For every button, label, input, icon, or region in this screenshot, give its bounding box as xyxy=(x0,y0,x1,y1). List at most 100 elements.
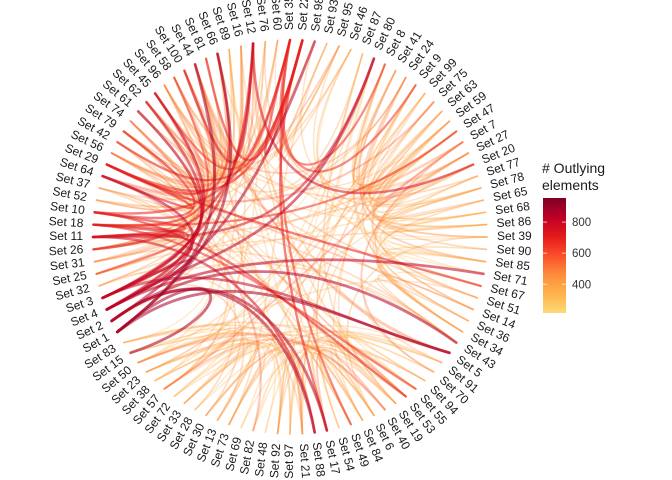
edge xyxy=(300,120,451,435)
set-label: Set 17 xyxy=(323,439,343,476)
edge xyxy=(163,84,451,190)
set-label: Set 39 xyxy=(497,229,532,243)
edge xyxy=(359,76,487,263)
set-label: Set 10 xyxy=(49,199,85,217)
edge xyxy=(163,76,407,175)
edge xyxy=(372,152,470,333)
edge xyxy=(301,336,443,435)
edge xyxy=(173,343,266,429)
set-label: Set 71 xyxy=(492,268,529,288)
edge xyxy=(194,63,246,417)
edge xyxy=(378,175,487,228)
edge xyxy=(154,329,451,382)
edge xyxy=(163,45,246,390)
edge xyxy=(129,279,479,354)
edge xyxy=(137,48,237,364)
edge xyxy=(377,274,474,344)
edge xyxy=(379,187,482,299)
colorbar xyxy=(543,198,566,313)
edge xyxy=(368,84,488,238)
set-label: Set 97 xyxy=(282,444,296,479)
edge xyxy=(105,39,304,193)
edge xyxy=(279,38,387,166)
set-label: Set 22 xyxy=(295,0,311,31)
edge xyxy=(352,63,474,311)
edge xyxy=(115,289,451,355)
edge xyxy=(300,40,470,192)
edge xyxy=(370,120,474,207)
edge xyxy=(110,287,329,432)
legend-title-line1: # Outlying xyxy=(542,160,606,176)
edge xyxy=(311,352,364,432)
edge xyxy=(122,323,231,382)
edge xyxy=(95,76,407,208)
edge xyxy=(368,110,474,201)
colorbar-tick-label: 400 xyxy=(572,279,591,291)
colorbar-tick-label: 800 xyxy=(572,217,591,229)
edge xyxy=(145,339,282,435)
edge xyxy=(264,40,470,191)
edge xyxy=(101,101,435,203)
set-label: Set 21 xyxy=(297,443,313,479)
edge xyxy=(145,337,249,411)
edge xyxy=(315,48,482,208)
edge xyxy=(369,92,474,204)
edge xyxy=(382,211,488,238)
edge xyxy=(216,53,487,220)
edge xyxy=(367,84,482,206)
edge xyxy=(115,287,212,355)
edge xyxy=(163,338,386,411)
set-label: Set 48 xyxy=(252,441,270,477)
edge xyxy=(374,152,470,333)
edge xyxy=(374,278,470,344)
edge xyxy=(289,351,375,435)
set-label: Set 60 xyxy=(269,0,285,31)
edge xyxy=(98,141,464,287)
edge xyxy=(163,84,417,390)
edge xyxy=(364,110,451,193)
edge xyxy=(383,223,488,240)
edge xyxy=(137,110,470,322)
edge xyxy=(374,163,474,322)
color-legend: 400 600 800 xyxy=(543,198,591,313)
edge xyxy=(382,199,488,230)
edge xyxy=(376,199,485,333)
edge xyxy=(98,187,397,405)
edge xyxy=(338,101,435,417)
edge xyxy=(122,45,244,178)
edge xyxy=(95,45,340,208)
edge xyxy=(137,63,223,177)
set-label: Set 82 xyxy=(237,439,257,476)
set-label: Set 12 xyxy=(239,0,259,35)
edge xyxy=(289,335,435,435)
edge xyxy=(173,76,479,299)
edge xyxy=(115,52,233,334)
set-label: Set 90 xyxy=(496,242,532,258)
edge xyxy=(137,332,304,435)
edge xyxy=(173,76,479,200)
edge xyxy=(300,101,435,435)
edge xyxy=(205,331,443,417)
edge xyxy=(183,342,258,422)
edge xyxy=(93,211,407,398)
edge xyxy=(374,152,482,213)
set-label: Set 65 xyxy=(492,184,529,204)
edge xyxy=(330,334,443,421)
edge xyxy=(252,53,364,432)
edge xyxy=(123,328,252,421)
edge xyxy=(163,141,464,390)
edge xyxy=(92,223,417,390)
edge xyxy=(228,92,426,426)
edge xyxy=(228,349,291,435)
edge xyxy=(381,247,487,275)
edge xyxy=(322,52,397,405)
edge xyxy=(129,332,291,435)
edge xyxy=(357,69,488,251)
edge xyxy=(373,130,488,228)
edge xyxy=(289,333,443,435)
set-label: Set 52 xyxy=(51,184,88,204)
edge xyxy=(228,42,328,426)
set-label: Set 26 xyxy=(48,242,84,258)
edge xyxy=(173,342,407,398)
edge xyxy=(276,84,417,435)
